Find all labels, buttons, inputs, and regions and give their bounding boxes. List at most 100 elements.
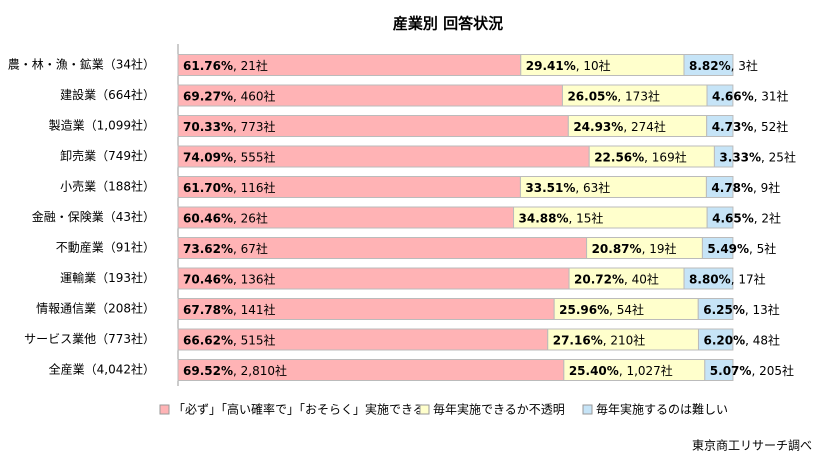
value-label-count: , 40社 bbox=[624, 271, 659, 286]
value-label-percent: 5.07% bbox=[710, 364, 752, 378]
value-label-count: , 141社 bbox=[233, 302, 276, 317]
value-label: 60.46%, 26社 bbox=[183, 210, 268, 225]
value-label: 25.40%, 1,027社 bbox=[569, 363, 673, 378]
value-label-percent: 34.88% bbox=[519, 211, 569, 225]
bar-segment bbox=[706, 115, 734, 137]
category-label: 農・林・漁・鉱業（34社） bbox=[8, 57, 155, 72]
bar-segment bbox=[704, 359, 734, 381]
value-label: 67.78%, 141社 bbox=[183, 302, 276, 317]
category-label: 製造業（1,099社） bbox=[49, 118, 155, 133]
value-label-count: , 205社 bbox=[751, 363, 794, 378]
value-label-count: , 173社 bbox=[617, 88, 660, 103]
category-label: 不動産業（91社） bbox=[56, 240, 155, 255]
value-label: 8.80%, 17社 bbox=[689, 271, 766, 286]
legend-label: 毎年実施できるか不透明 bbox=[433, 402, 565, 417]
value-label-percent: 25.40% bbox=[569, 364, 619, 378]
value-label-count: , 13社 bbox=[745, 302, 780, 317]
value-label: 70.46%, 136社 bbox=[183, 271, 276, 286]
value-label-count: , 63社 bbox=[575, 180, 610, 195]
value-label-count: , 54社 bbox=[609, 302, 644, 317]
value-label-count: , 9社 bbox=[753, 180, 780, 195]
bar-segment bbox=[713, 145, 734, 168]
bar-segment bbox=[683, 267, 734, 290]
value-label: 69.27%, 460社 bbox=[183, 88, 276, 103]
value-label-percent: 20.72% bbox=[574, 272, 624, 286]
bar-segment bbox=[697, 298, 734, 320]
value-label-percent: 4.73% bbox=[712, 120, 754, 134]
value-label-count: , 2,810社 bbox=[233, 363, 287, 378]
value-label-percent: 22.56% bbox=[594, 150, 644, 164]
value-label-percent: 4.65% bbox=[712, 211, 754, 225]
value-label: 33.51%, 63社 bbox=[525, 180, 610, 195]
bar-segment bbox=[705, 176, 734, 198]
chart-title: 産業別 回答状況 bbox=[393, 15, 503, 33]
value-label: 74.09%, 555社 bbox=[183, 149, 276, 164]
value-label-percent: 61.70% bbox=[183, 181, 233, 195]
value-label: 66.62%, 515社 bbox=[183, 332, 276, 347]
value-label-percent: 8.80% bbox=[689, 272, 731, 286]
legend-label: 毎年実施するのは難しい bbox=[596, 402, 728, 417]
category-label: 小売業（188社） bbox=[60, 179, 155, 194]
value-label: 61.70%, 116社 bbox=[183, 180, 276, 195]
value-label-percent: 73.62% bbox=[183, 242, 233, 256]
value-label-percent: 67.78% bbox=[183, 303, 233, 317]
value-label-count: , 19社 bbox=[642, 241, 677, 256]
value-label-percent: 70.33% bbox=[183, 120, 233, 134]
value-label-count: , 15社 bbox=[569, 210, 604, 225]
bar-segment bbox=[706, 84, 734, 107]
value-label-percent: 6.25% bbox=[703, 303, 745, 317]
legend-swatch bbox=[582, 404, 593, 415]
value-label: 20.72%, 40社 bbox=[574, 271, 659, 286]
value-label-count: , 25社 bbox=[761, 149, 796, 164]
value-label: 3.33%, 25社 bbox=[719, 149, 796, 164]
value-label-count: , 3社 bbox=[731, 58, 758, 73]
value-label-percent: 4.78% bbox=[711, 181, 753, 195]
value-label: 70.33%, 773社 bbox=[183, 119, 276, 134]
value-label-count: , 31社 bbox=[754, 88, 789, 103]
category-label: 運輸業（193社） bbox=[60, 270, 155, 285]
value-label: 22.56%, 169社 bbox=[594, 149, 687, 164]
category-label: 金融・保険業（43社） bbox=[32, 209, 155, 224]
value-label-count: , 773社 bbox=[233, 119, 276, 134]
value-label-percent: 33.51% bbox=[525, 181, 575, 195]
legend-swatch bbox=[419, 404, 430, 415]
value-label: 24.93%, 274社 bbox=[573, 119, 666, 134]
value-label-count: , 26社 bbox=[233, 210, 268, 225]
value-label-count: , 555社 bbox=[233, 149, 276, 164]
value-label-percent: 5.49% bbox=[707, 242, 749, 256]
legend-label: 「必ず」「高い確率で」「おそらく」実施できる bbox=[173, 402, 425, 417]
value-label-percent: 25.96% bbox=[559, 303, 609, 317]
value-label: 69.52%, 2,810社 bbox=[183, 363, 287, 378]
value-label-percent: 20.87% bbox=[592, 242, 642, 256]
bar-segment bbox=[683, 54, 734, 76]
value-label: 4.65%, 2社 bbox=[712, 210, 781, 225]
value-label-count: , 52社 bbox=[753, 119, 788, 134]
value-label-percent: 8.82% bbox=[689, 59, 731, 73]
value-label-count: , 67社 bbox=[233, 241, 268, 256]
value-label-percent: 24.93% bbox=[573, 120, 623, 134]
value-label-count: , 210社 bbox=[603, 332, 646, 347]
value-label: 29.41%, 10社 bbox=[526, 58, 611, 73]
value-label: 26.05%, 173社 bbox=[567, 88, 660, 103]
value-label-count: , 116社 bbox=[233, 180, 276, 195]
value-label-count: , 274社 bbox=[623, 119, 666, 134]
category-label: 卸売業（749社） bbox=[60, 148, 155, 163]
value-label: 8.82%, 3社 bbox=[689, 58, 758, 73]
value-label-percent: 6.20% bbox=[703, 333, 745, 347]
value-label-percent: 4.66% bbox=[712, 89, 754, 103]
value-label: 20.87%, 19社 bbox=[592, 241, 677, 256]
category-label: 全産業（4,042社） bbox=[49, 362, 155, 377]
value-label-percent: 60.46% bbox=[183, 211, 233, 225]
category-label: 建設業（664社） bbox=[60, 87, 155, 102]
value-label: 5.07%, 205社 bbox=[710, 363, 794, 378]
value-label: 27.16%, 210社 bbox=[553, 332, 646, 347]
value-label: 6.20%, 48社 bbox=[703, 332, 780, 347]
value-label: 61.76%, 21社 bbox=[183, 58, 268, 73]
value-label-count: , 2社 bbox=[754, 210, 781, 225]
value-label-count: , 1,027社 bbox=[619, 363, 673, 378]
value-label-percent: 70.46% bbox=[183, 272, 233, 286]
value-label-count: , 460社 bbox=[233, 88, 276, 103]
legend-swatch bbox=[159, 404, 170, 415]
value-label: 34.88%, 15社 bbox=[519, 210, 604, 225]
